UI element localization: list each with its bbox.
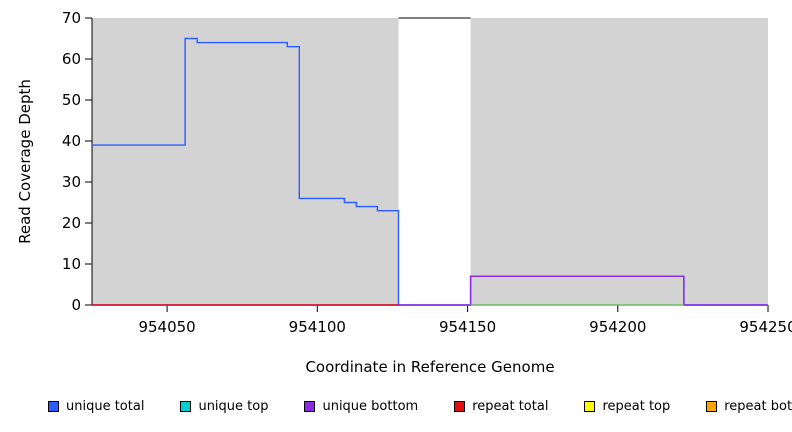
y-tick-label: 30 — [62, 173, 81, 191]
y-tick-label: 40 — [62, 132, 81, 150]
legend-label: repeat bottom — [724, 399, 792, 414]
x-tick-label: 954050 — [138, 318, 195, 336]
legend-label: unique bottom — [322, 399, 419, 414]
repeat-total-swatch-icon — [454, 401, 466, 412]
legend-label: repeat top — [602, 399, 671, 414]
x-tick-label: 954250 — [739, 318, 792, 336]
y-tick-label: 20 — [62, 214, 81, 232]
y-tick-label: 60 — [62, 50, 81, 68]
legend-label: unique total — [66, 399, 145, 414]
region-covered-right — [470, 18, 768, 305]
y-tick-label: 70 — [62, 9, 81, 27]
y-tick-label: 10 — [62, 255, 81, 273]
legend-item-unique-total: unique total — [48, 399, 144, 414]
legend-item-repeat-top: repeat top — [584, 399, 670, 414]
unique-bottom-swatch-icon — [304, 401, 316, 412]
y-tick-label: 0 — [71, 296, 81, 314]
x-tick-label: 954100 — [289, 318, 346, 336]
legend-item-unique-bottom: unique bottom — [304, 399, 418, 414]
legend: unique total unique top unique bottom re… — [48, 399, 792, 414]
repeat-top-swatch-icon — [584, 401, 596, 412]
unique-top-swatch-icon — [180, 401, 192, 412]
y-axis-label: Read Coverage Depth — [16, 79, 34, 244]
x-tick-label: 954200 — [589, 318, 646, 336]
y-tick-label: 50 — [62, 91, 81, 109]
unique-total-swatch-icon — [48, 401, 59, 412]
repeat-bottom-swatch-icon — [706, 401, 718, 412]
plot-area: 0 10 20 30 40 50 60 70 954050 954100 954150 954200 9… — [16, 9, 792, 336]
region-covered-left — [92, 18, 399, 305]
legend-label: repeat total — [472, 399, 549, 414]
x-tick-label: 954150 — [439, 318, 496, 336]
x-axis-label: Coordinate in Reference Genome — [305, 358, 555, 376]
legend-label: unique top — [198, 399, 269, 414]
legend-item-repeat-total: repeat total — [454, 399, 548, 414]
region-gap — [398, 18, 471, 305]
legend-item-unique-top: unique top — [180, 399, 268, 414]
legend-item-repeat-bottom: repeat bottom — [706, 399, 792, 414]
